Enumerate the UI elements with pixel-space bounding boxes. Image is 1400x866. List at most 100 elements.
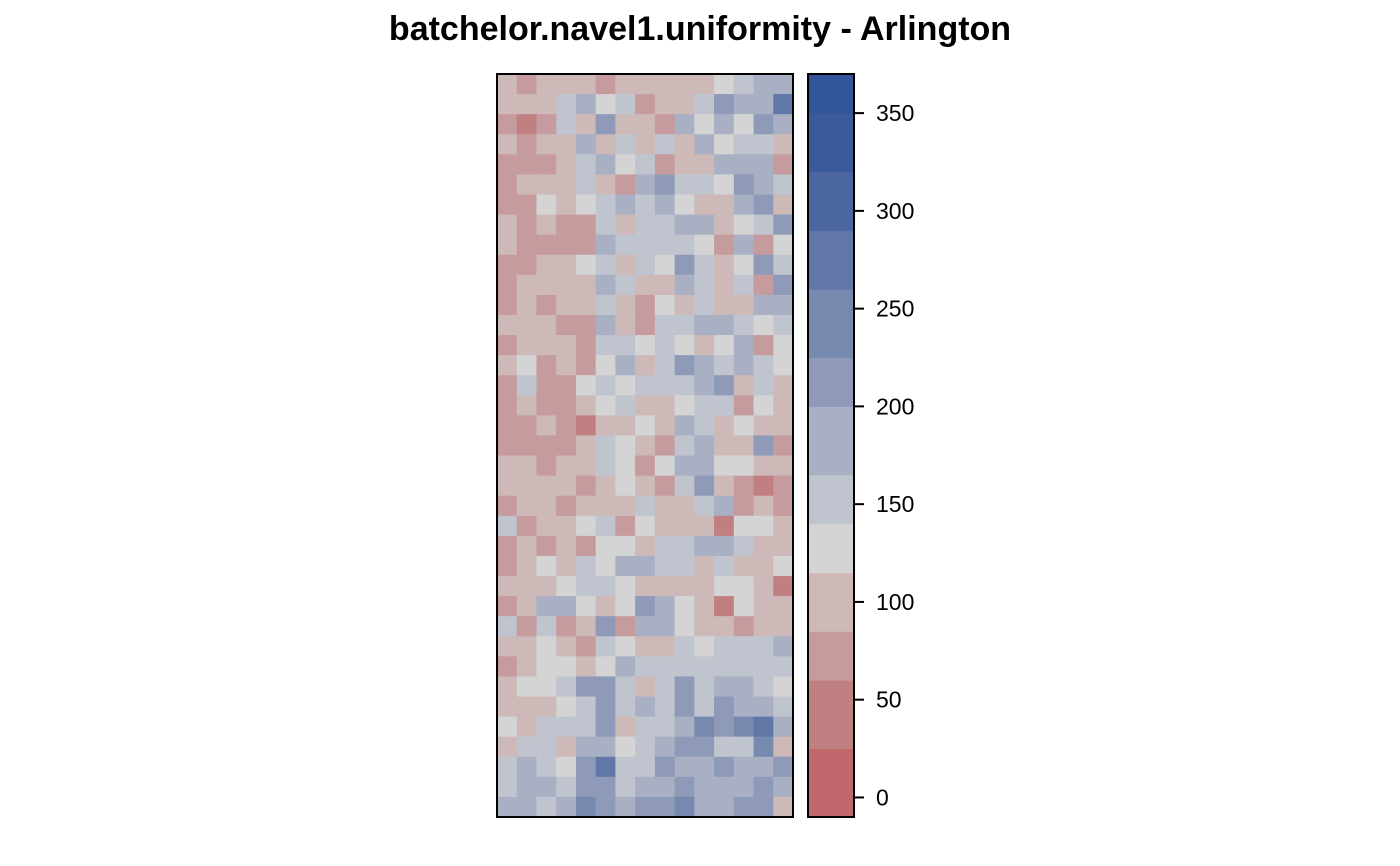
heatmap-cell (773, 656, 794, 678)
heatmap-cell (674, 696, 695, 718)
heatmap-cell (654, 576, 676, 597)
heatmap-cell (575, 596, 597, 617)
heatmap-cell (595, 274, 616, 296)
heatmap-cell (635, 114, 656, 135)
heatmap-cell (694, 796, 715, 818)
heatmap-cell (674, 656, 695, 678)
heatmap-cell (556, 475, 577, 497)
heatmap-cell (773, 194, 794, 216)
heatmap-cell (615, 194, 636, 216)
heatmap-cell (497, 515, 518, 537)
heatmap-cell (556, 736, 577, 758)
heatmap-cell (733, 74, 755, 95)
colorbar-tick-label: 100 (876, 589, 914, 615)
heatmap-cell (714, 616, 735, 637)
heatmap-cell (753, 274, 774, 296)
heatmap-cell (615, 154, 636, 175)
heatmap-cell (753, 194, 774, 216)
heatmap-cell (556, 134, 577, 155)
heatmap-cell (516, 515, 538, 537)
heatmap-cell (654, 194, 676, 216)
heatmap-cell (674, 194, 695, 216)
heatmap-cell (694, 355, 715, 376)
heatmap-cell (674, 636, 695, 657)
heatmap-cell (595, 475, 616, 497)
heatmap-cell (714, 736, 735, 758)
heatmap-cell (714, 355, 735, 376)
heatmap-cell (635, 154, 656, 175)
heatmap-cell (536, 515, 557, 537)
heatmap-cell (575, 475, 597, 497)
heatmap-cell (654, 435, 676, 457)
heatmap-cell (595, 555, 616, 577)
colorbar-segment (808, 171, 854, 231)
heatmap-cell (536, 555, 557, 577)
heatmap-cell (733, 415, 755, 437)
heatmap-cell (753, 114, 774, 135)
heatmap-cell (595, 636, 616, 657)
heatmap-cell (497, 194, 518, 216)
heatmap-cell (654, 736, 676, 758)
heatmap-cell (694, 676, 715, 698)
heatmap-cell (694, 716, 715, 738)
heatmap-cell (714, 74, 735, 95)
heatmap-cell (595, 776, 616, 798)
chart-title: batchelor.navel1.uniformity - Arlington (388, 10, 1012, 48)
heatmap-cell (536, 154, 557, 175)
heatmap-cell (753, 375, 774, 396)
heatmap-cell (753, 796, 774, 818)
heatmap-cell (497, 134, 518, 155)
heatmap-cell (753, 676, 774, 698)
heatmap-cell (694, 154, 715, 175)
heatmap-cell (654, 696, 676, 718)
colorbar-segment (808, 572, 854, 632)
heatmap-cell (773, 435, 794, 457)
heatmap-cell (753, 756, 774, 778)
heatmap-cell (615, 254, 636, 276)
heatmap-cell (595, 395, 616, 416)
heatmap-cell (536, 194, 557, 216)
heatmap-cell (753, 294, 774, 316)
heatmap-cell (674, 736, 695, 758)
heatmap-cell (654, 676, 676, 698)
heatmap-cell (654, 395, 676, 416)
heatmap-cell (654, 656, 676, 678)
heatmap-cell (497, 415, 518, 437)
heatmap-cell (694, 475, 715, 497)
heatmap-cell (773, 274, 794, 296)
heatmap-cell (615, 596, 636, 617)
heatmap-cell (536, 596, 557, 617)
heatmap-cell (773, 314, 794, 336)
heatmap-cell (773, 475, 794, 497)
heatmap-cell (773, 535, 794, 557)
heatmap-cell (733, 676, 755, 698)
heatmap-cell (694, 535, 715, 557)
heatmap-cell (595, 515, 616, 537)
heatmap-cell (635, 234, 656, 256)
heatmap-cell (733, 134, 755, 155)
heatmap-cell (635, 415, 656, 437)
heatmap-cell (733, 94, 755, 115)
heatmap-cell (635, 435, 656, 457)
heatmap-cell (753, 254, 774, 276)
heatmap-cell (733, 154, 755, 175)
heatmap-cell (733, 214, 755, 236)
heatmap-cell (753, 696, 774, 718)
heatmap-cell (753, 134, 774, 155)
heatmap-cell (497, 294, 518, 316)
heatmap-cell (575, 435, 597, 457)
heatmap-cell (595, 535, 616, 557)
heatmap-cell (516, 576, 538, 597)
heatmap-cell (674, 576, 695, 597)
heatmap-cell (516, 676, 538, 698)
heatmap-cell (497, 395, 518, 416)
heatmap-cell (536, 254, 557, 276)
heatmap-cell (773, 676, 794, 698)
heatmap-cell (674, 596, 695, 617)
heatmap-cell (615, 535, 636, 557)
heatmap-cell (694, 335, 715, 356)
heatmap-cell (733, 475, 755, 497)
heatmap-cell (595, 676, 616, 698)
heatmap-cell (556, 234, 577, 256)
heatmap-cell (516, 415, 538, 437)
